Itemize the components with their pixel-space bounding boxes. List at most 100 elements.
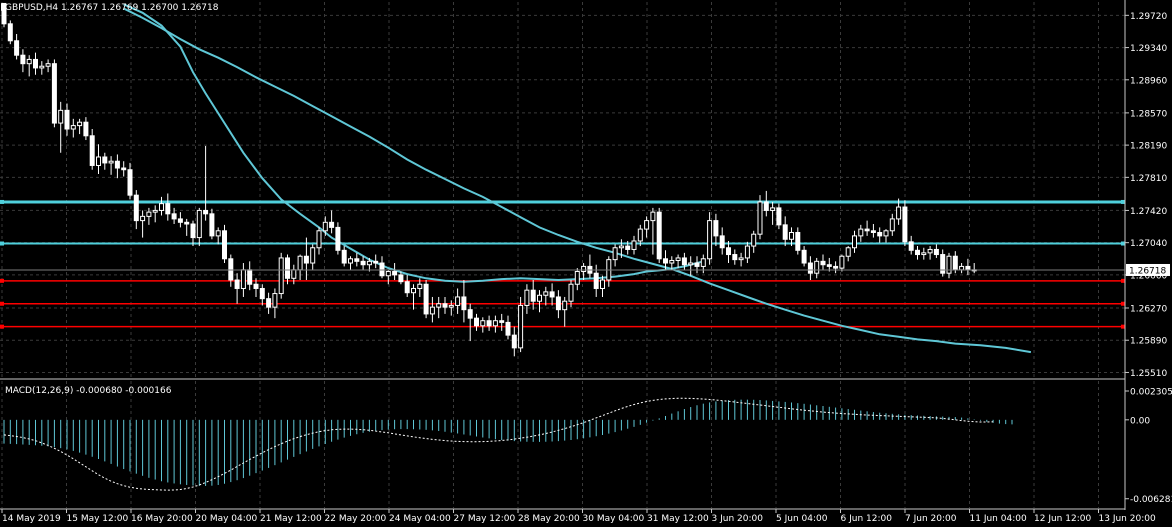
candle-body xyxy=(14,40,20,56)
price-tick-label: 1.29340 xyxy=(1130,44,1167,54)
candle xyxy=(820,254,826,270)
candle-body xyxy=(404,281,410,294)
candle-body xyxy=(259,287,265,300)
candle xyxy=(789,227,794,247)
candle xyxy=(889,213,895,236)
candle xyxy=(442,296,448,314)
candle xyxy=(20,49,26,73)
time-tick-label: 31 May 12:00 xyxy=(647,514,709,524)
candle-body xyxy=(833,265,839,269)
candle xyxy=(411,284,416,310)
time-tick-label: 30 May 04:00 xyxy=(583,514,645,524)
time-tick-label: 24 May 04:00 xyxy=(389,514,451,524)
candle-body xyxy=(429,306,435,315)
time-tick-label: 27 May 12:00 xyxy=(454,514,516,524)
candle-body xyxy=(757,201,763,235)
candle-body xyxy=(858,228,864,237)
candle xyxy=(940,249,946,277)
candle xyxy=(833,261,839,274)
candle xyxy=(946,252,952,279)
macd-axis-ticks: 0.002305 0.00 -0.006281 xyxy=(1125,388,1172,505)
candle-body xyxy=(58,109,64,124)
candle-body xyxy=(480,320,486,327)
candle xyxy=(839,254,845,272)
candle xyxy=(631,235,637,255)
candle-body xyxy=(102,156,108,164)
candle-body xyxy=(681,257,687,266)
symbol-triangle-icon xyxy=(1,3,5,11)
candle-body xyxy=(656,211,662,260)
candle-body xyxy=(114,160,120,169)
candle-body xyxy=(33,58,38,69)
candle-body xyxy=(278,257,284,295)
candle xyxy=(26,55,32,77)
candle-body xyxy=(801,249,807,264)
candle-body xyxy=(600,279,605,289)
candle xyxy=(681,252,687,270)
candle-body xyxy=(726,247,731,256)
candle xyxy=(379,256,385,279)
candle-body xyxy=(870,230,876,233)
current-price-label: 1.26718 xyxy=(1129,266,1166,276)
candle xyxy=(51,59,57,128)
candle xyxy=(776,203,782,230)
candle-body xyxy=(927,248,933,254)
candle xyxy=(467,303,473,342)
candle xyxy=(45,59,51,73)
time-tick-label: 20 May 04:00 xyxy=(196,514,258,524)
level-anchor-left xyxy=(0,324,4,329)
candle xyxy=(429,296,435,323)
candle xyxy=(423,279,429,319)
candle xyxy=(259,284,265,306)
time-tick-label: 7 Jun 20:00 xyxy=(905,514,957,524)
candle-body xyxy=(965,265,971,271)
candle-body xyxy=(222,230,227,260)
horizontal-levels[interactable] xyxy=(0,199,1125,329)
candle xyxy=(266,292,272,314)
candle-body xyxy=(713,220,719,237)
candle-body xyxy=(455,296,461,306)
candle-body xyxy=(889,218,895,232)
candle xyxy=(864,220,870,236)
candle xyxy=(58,101,64,153)
candle xyxy=(537,290,542,313)
candle xyxy=(354,252,360,267)
candle-body xyxy=(64,109,70,130)
price-tick-label: 1.26660 xyxy=(1130,271,1167,281)
candle-body xyxy=(732,254,738,261)
level-anchor-right xyxy=(1121,199,1125,204)
candle xyxy=(637,224,643,247)
candle-body xyxy=(845,247,851,257)
candle-body xyxy=(707,220,713,260)
candle-body xyxy=(411,287,416,294)
current-price-box xyxy=(1126,263,1170,276)
level-anchor-left xyxy=(0,278,4,283)
candle-body xyxy=(373,260,379,264)
candle xyxy=(385,269,391,285)
candle xyxy=(373,254,379,269)
candle xyxy=(524,284,530,314)
candle xyxy=(83,117,89,141)
candle-body xyxy=(669,259,675,264)
candle xyxy=(121,161,127,177)
candle-body xyxy=(360,260,366,266)
candle xyxy=(688,256,694,276)
candle xyxy=(316,227,322,255)
price-tick-label: 1.26270 xyxy=(1130,304,1167,314)
current-price-marker: 1.26718 xyxy=(0,263,1170,276)
candle-body xyxy=(159,203,164,211)
macd-panel xyxy=(3,397,1013,491)
candle-body xyxy=(177,218,183,223)
candle xyxy=(600,275,605,297)
price-tick-label: 1.27420 xyxy=(1130,207,1167,217)
candle-body xyxy=(946,255,952,274)
candle-body xyxy=(744,245,750,259)
candle-body xyxy=(518,304,524,349)
candle-body xyxy=(505,321,511,336)
candle xyxy=(845,246,851,262)
time-tick-label: 6 Jun 12:00 xyxy=(841,514,893,524)
candle-body xyxy=(751,233,757,247)
candle xyxy=(902,200,908,247)
candle-body xyxy=(782,224,788,240)
